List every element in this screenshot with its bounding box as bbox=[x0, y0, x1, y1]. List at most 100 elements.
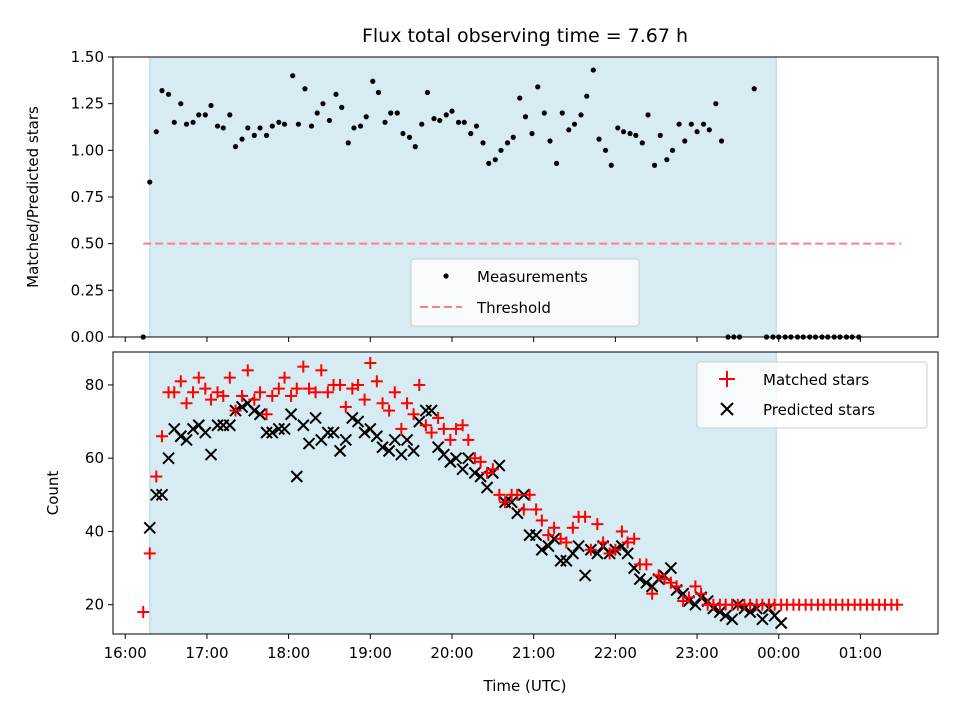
measurement-point bbox=[473, 123, 480, 129]
measurement-point bbox=[553, 160, 560, 166]
measurement-point bbox=[159, 88, 165, 94]
matched-point bbox=[241, 364, 254, 377]
measurement-point bbox=[295, 121, 302, 127]
predicted-point bbox=[339, 433, 353, 447]
counts-x-ticks: 16:00 17:00 18:00 19:00 20:00 21:00 22:00 23:00… bbox=[104, 634, 882, 662]
matched-point bbox=[517, 503, 530, 516]
predicted-point bbox=[640, 576, 653, 589]
predicted-point bbox=[376, 441, 389, 454]
matched-point bbox=[456, 419, 469, 432]
counts-y-ticks: 20 40 60 80 bbox=[85, 376, 113, 614]
x-tick-label: 22:00 bbox=[594, 644, 637, 662]
measurement-point bbox=[718, 138, 725, 144]
predicted-point bbox=[327, 426, 340, 439]
predicted-point bbox=[211, 419, 224, 432]
predicted-point bbox=[456, 462, 469, 476]
matched-point bbox=[137, 606, 150, 619]
x-tick-label: 20:00 bbox=[430, 644, 473, 662]
matched-point bbox=[364, 356, 377, 369]
measurement-point bbox=[257, 125, 263, 131]
measurement-point bbox=[251, 132, 257, 138]
x-tick-label: 17:00 bbox=[185, 644, 228, 662]
predicted-point bbox=[468, 466, 482, 480]
measurement-point bbox=[370, 78, 376, 84]
y-tick-label: 40 bbox=[85, 522, 104, 540]
predicted-point bbox=[407, 444, 420, 458]
matched-point bbox=[272, 382, 285, 395]
predicted-point bbox=[462, 452, 475, 465]
x-tick-label: 18:00 bbox=[267, 644, 310, 662]
predicted-point bbox=[542, 539, 555, 553]
matched-point bbox=[303, 382, 316, 395]
measurement-point bbox=[676, 121, 682, 127]
matched-point bbox=[462, 433, 475, 446]
measurement-point bbox=[302, 86, 308, 92]
x-tick-label: 00:00 bbox=[757, 644, 800, 662]
measurement-point bbox=[620, 129, 627, 135]
measurement-point bbox=[608, 162, 614, 168]
matched-point bbox=[395, 422, 408, 435]
counts-axes-frame bbox=[112, 351, 939, 635]
measurement-point bbox=[269, 123, 275, 129]
measurement-point bbox=[214, 123, 221, 129]
measurement-points bbox=[140, 67, 862, 340]
measurement-point bbox=[382, 119, 388, 125]
legend-threshold: Threshold bbox=[476, 299, 551, 317]
predicted-point bbox=[578, 569, 592, 582]
measurement-point bbox=[419, 121, 425, 127]
ratio-legend: Measurements Threshold bbox=[410, 258, 640, 327]
predicted-points bbox=[143, 397, 788, 630]
matched-points bbox=[137, 356, 904, 619]
ratio-y-ticks: 0.00 0.25 0.50 0.75 1.00 1.25 1.50 bbox=[71, 48, 113, 346]
measurement-point bbox=[147, 179, 153, 185]
predicted-point bbox=[223, 419, 237, 432]
legend-matched: Matched stars bbox=[763, 371, 869, 389]
measurement-point bbox=[688, 121, 694, 127]
y-tick-label: 1.25 bbox=[71, 95, 104, 113]
measurement-point bbox=[455, 119, 462, 125]
measurement-point bbox=[615, 125, 621, 131]
matched-point bbox=[352, 378, 365, 391]
predicted-point bbox=[278, 422, 291, 436]
matched-point bbox=[628, 532, 641, 545]
matched-point bbox=[334, 378, 347, 391]
predicted-point bbox=[743, 605, 757, 619]
matched-point bbox=[530, 503, 543, 516]
predicted-point bbox=[351, 415, 365, 428]
matched-point bbox=[315, 364, 328, 377]
matched-point bbox=[658, 573, 671, 586]
measurement-point bbox=[375, 89, 382, 96]
matched-point bbox=[285, 389, 298, 402]
matched-point bbox=[670, 580, 683, 593]
measurement-point bbox=[281, 121, 288, 127]
predicted-point bbox=[664, 561, 678, 575]
measurement-point bbox=[178, 101, 184, 107]
predicted-point bbox=[400, 433, 414, 447]
matched-point bbox=[254, 386, 267, 399]
predicted-point bbox=[566, 547, 580, 560]
measurement-point bbox=[308, 123, 315, 129]
measurement-point bbox=[633, 132, 639, 138]
predicted-point bbox=[480, 481, 494, 494]
measurement-point bbox=[443, 112, 449, 118]
x-axis-label: Time (UTC) bbox=[483, 677, 567, 695]
measurement-point bbox=[461, 119, 467, 125]
matched-point bbox=[358, 393, 371, 406]
measurement-point bbox=[153, 129, 159, 135]
matched-point bbox=[205, 393, 218, 406]
predicted-point bbox=[358, 426, 371, 439]
matched-point bbox=[615, 525, 628, 538]
x-tick-label: 01:00 bbox=[839, 644, 882, 662]
predicted-point bbox=[529, 528, 543, 542]
matched-point bbox=[548, 521, 561, 534]
measurement-point bbox=[333, 91, 339, 97]
matched-point bbox=[621, 536, 634, 549]
measurement-point bbox=[510, 134, 516, 140]
measurement-point bbox=[388, 110, 394, 116]
matched-point bbox=[432, 411, 445, 424]
predicted-point bbox=[199, 426, 212, 439]
x-tick-label: 16:00 bbox=[104, 644, 147, 662]
measurement-point bbox=[700, 121, 707, 127]
measurement-point bbox=[245, 125, 251, 131]
measurement-point bbox=[596, 136, 602, 142]
